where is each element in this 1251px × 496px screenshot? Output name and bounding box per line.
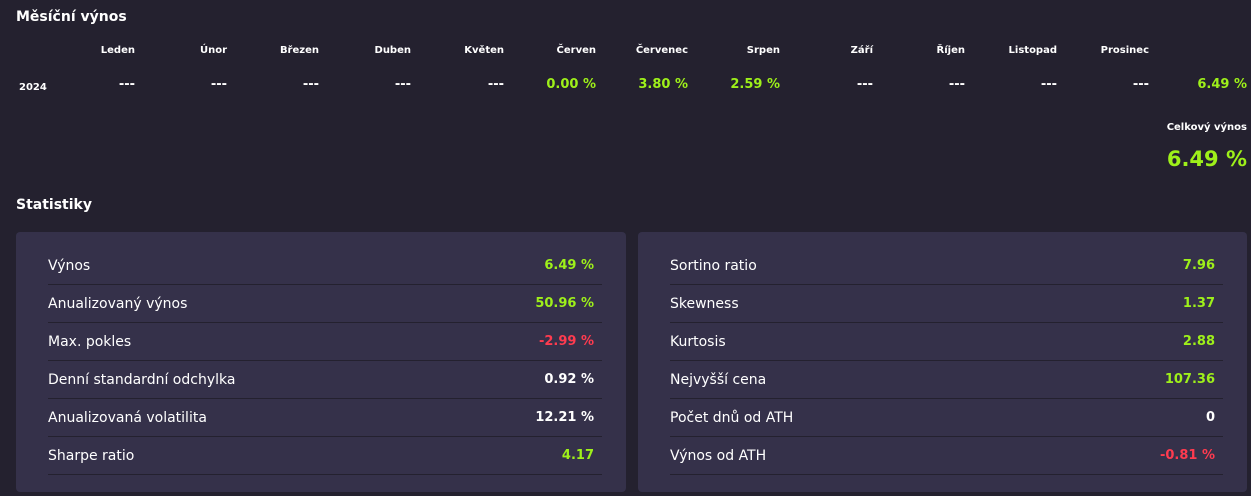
statistics-title: Statistiky — [16, 197, 92, 213]
month-value: --- — [1040, 77, 1057, 92]
month-value: 2.59 % — [730, 77, 780, 92]
stat-row: Počet dnů od ATH 0 — [670, 399, 1223, 437]
stat-value: -2.99 % — [538, 334, 594, 349]
stat-row: Sortino ratio 7.96 — [670, 247, 1223, 285]
stat-row: Sharpe ratio 4.17 — [48, 437, 602, 475]
month-header: Březen — [279, 45, 319, 56]
stat-value: 7.96 — [1182, 258, 1215, 273]
stat-label: Anualizovaná volatilita — [48, 409, 207, 426]
stat-label: Výnos od ATH — [670, 447, 767, 464]
stat-label: Anualizovaný výnos — [48, 295, 188, 312]
stat-label: Kurtosis — [670, 333, 726, 350]
month-header: Duben — [374, 45, 411, 56]
stat-row: Výnos 6.49 % — [48, 247, 602, 285]
month-value: --- — [302, 77, 319, 92]
stat-value: 12.21 % — [535, 410, 594, 425]
year-label: 2024 — [19, 82, 47, 93]
month-header: Září — [850, 45, 873, 56]
month-value: 0.00 % — [546, 77, 596, 92]
month-header: Říjen — [936, 45, 965, 56]
month-header: Srpen — [746, 45, 780, 56]
stat-label: Nejvyšší cena — [670, 371, 767, 388]
year-total-value: 6.49 % — [1197, 77, 1247, 92]
month-value: --- — [1132, 77, 1149, 92]
month-header: Leden — [100, 45, 135, 56]
stat-label: Denní standardní odchylka — [48, 371, 236, 388]
month-value: --- — [210, 77, 227, 92]
statistics-panel-left: Výnos 6.49 % Anualizovaný výnos 50.96 % Max.… — [16, 232, 626, 492]
month-header: Červenec — [635, 45, 688, 56]
stat-row: Denní standardní odchylka 0.92 % — [48, 361, 602, 399]
monthly-return-title: Měsíční výnos — [16, 9, 127, 25]
stat-value: -0.81 % — [1159, 448, 1215, 463]
stat-row: Anualizovaný výnos 50.96 % — [48, 285, 602, 323]
month-value: --- — [487, 77, 504, 92]
stat-label: Sharpe ratio — [48, 447, 135, 464]
stat-row: Nejvyšší cena 107.36 — [670, 361, 1223, 399]
month-value: --- — [948, 77, 965, 92]
stat-value: 4.17 — [561, 448, 594, 463]
month-header: Listopad — [1008, 45, 1057, 56]
month-value: --- — [394, 77, 411, 92]
stat-label: Max. pokles — [48, 333, 132, 350]
month-header: Červen — [556, 45, 596, 56]
stat-row: Výnos od ATH -0.81 % — [670, 437, 1223, 475]
stat-label: Výnos — [48, 257, 91, 274]
stat-value: 0 — [1205, 410, 1215, 425]
stat-label: Skewness — [670, 295, 739, 312]
stat-label: Počet dnů od ATH — [670, 409, 794, 426]
month-value: --- — [118, 77, 135, 92]
statistics-panel-right: Sortino ratio 7.96 Skewness 1.37 Kurtosis 2.8… — [638, 232, 1247, 492]
stat-row: Max. pokles -2.99 % — [48, 323, 602, 361]
stat-value: 0.92 % — [544, 372, 594, 387]
total-return-label: Celkový výnos — [1166, 122, 1247, 133]
stat-value: 107.36 — [1164, 372, 1215, 387]
stat-value: 1.37 — [1182, 296, 1215, 311]
stat-row: Anualizovaná volatilita 12.21 % — [48, 399, 602, 437]
stat-label: Sortino ratio — [670, 257, 757, 274]
stat-row: Kurtosis 2.88 — [670, 323, 1223, 361]
month-header: Prosinec — [1100, 45, 1149, 56]
stat-value: 6.49 % — [544, 258, 594, 273]
total-return-value: 6.49 % — [1166, 147, 1247, 171]
stat-value: 2.88 — [1182, 334, 1215, 349]
month-value: 3.80 % — [638, 77, 688, 92]
stat-row: Skewness 1.37 — [670, 285, 1223, 323]
month-header: Únor — [199, 45, 227, 56]
month-value: --- — [856, 77, 873, 92]
month-header: Květen — [464, 45, 504, 56]
stat-value: 50.96 % — [535, 296, 594, 311]
